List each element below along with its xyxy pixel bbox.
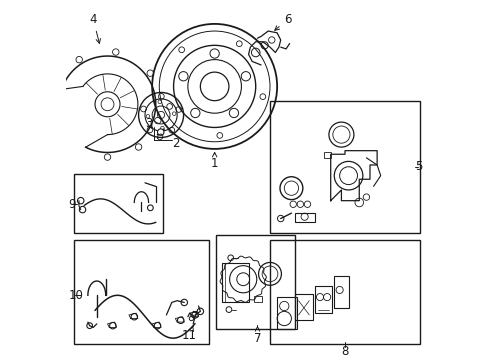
Bar [334,276,348,308]
Text: 5: 5 [416,160,423,173]
Text: 1: 1 [211,153,219,170]
Bar [270,240,420,343]
Bar [254,296,262,302]
Text: 4: 4 [90,13,100,43]
Bar [295,293,313,320]
Text: 2: 2 [172,137,179,150]
Text: 7: 7 [254,326,261,345]
Bar [323,153,331,158]
Text: 8: 8 [342,345,349,358]
Text: 6: 6 [275,13,292,30]
Bar [315,286,333,313]
Bar [222,263,248,302]
Circle shape [157,129,164,135]
Text: 3: 3 [145,117,152,130]
Bar [270,101,420,233]
Bar [74,174,163,233]
Bar [217,235,295,329]
Text: 11: 11 [182,326,197,342]
Text: 9: 9 [68,198,76,211]
Bar [295,213,315,222]
Bar [277,297,297,329]
Text: 10: 10 [68,289,83,302]
Bar [74,240,209,343]
